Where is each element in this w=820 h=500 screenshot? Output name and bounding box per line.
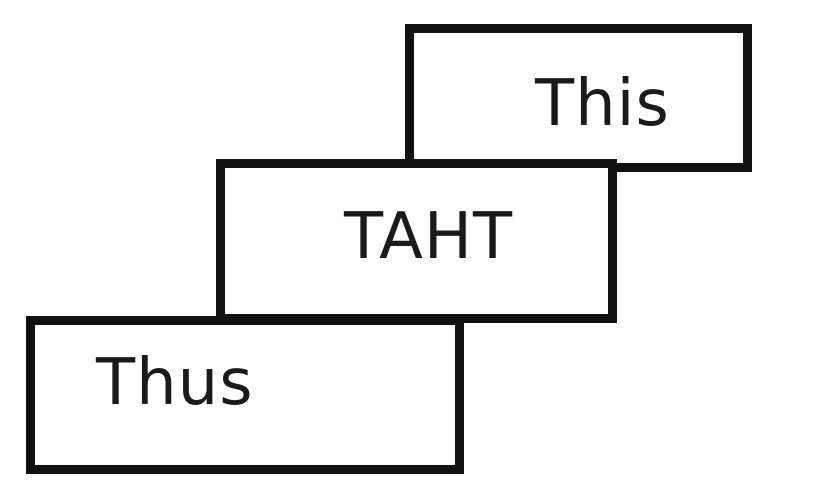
box-middle-label: TAHT	[344, 200, 514, 274]
box-top-label: This	[535, 67, 670, 141]
box-middle	[216, 159, 617, 323]
box-bottom-label: Thus	[96, 346, 254, 420]
box-bottom	[26, 316, 464, 474]
